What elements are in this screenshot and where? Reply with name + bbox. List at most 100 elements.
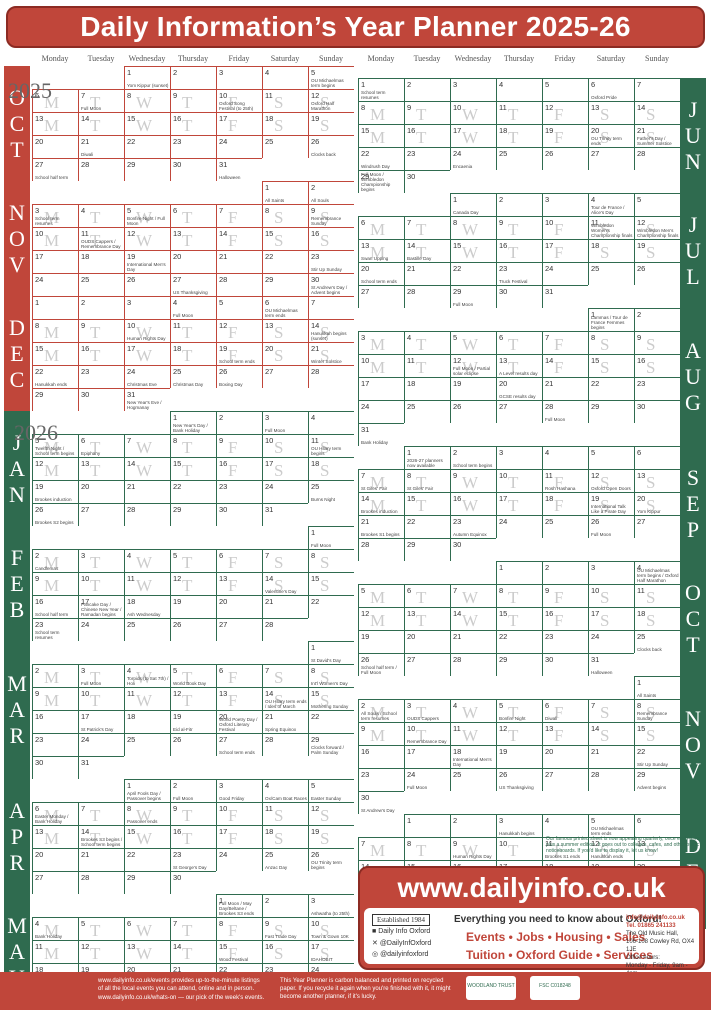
day-cell[interactable]: 13 S [588, 101, 634, 124]
day-cell[interactable]: 6 F Diwali [542, 699, 588, 722]
day-cell[interactable]: 16 T [170, 112, 216, 135]
day-cell[interactable]: 24 Christmas Eve [124, 365, 170, 388]
day-cell[interactable]: 15 S [634, 722, 680, 745]
day-cell[interactable]: 28 [308, 365, 354, 388]
day-cell[interactable]: 13 F [542, 722, 588, 745]
day-cell[interactable]: 18 T [496, 124, 542, 147]
day-cell[interactable]: 5 Easter Sunday [308, 779, 354, 802]
day-cell[interactable]: 13 M [32, 112, 78, 135]
day-cell[interactable]: 2 [216, 411, 262, 434]
day-cell[interactable]: 26 [170, 733, 216, 756]
day-cell[interactable]: 4 W Torpids (to Sat 7th) / Holi [124, 664, 170, 687]
day-cell[interactable]: 31 [262, 503, 308, 526]
day-cell[interactable]: 25 [588, 262, 634, 285]
day-cell[interactable]: 4 Full Moon [170, 296, 216, 319]
day-cell[interactable]: 21 [588, 745, 634, 768]
day-cell[interactable]: 21 S Winter Solstice [308, 342, 354, 365]
day-cell[interactable]: 1 St David's Day [308, 641, 354, 664]
day-cell[interactable]: 22 [308, 595, 354, 618]
day-cell[interactable]: 3 [496, 446, 542, 469]
day-cell[interactable]: 4 [542, 814, 588, 837]
day-cell[interactable]: 13 S [262, 319, 308, 342]
day-cell[interactable]: 1 Yom Kippur (sunset) [124, 66, 170, 89]
day-cell[interactable]: 4 [542, 446, 588, 469]
day-cell[interactable]: 12 S Oxford Half Marathon [308, 89, 354, 112]
day-cell[interactable]: 26 [634, 262, 680, 285]
day-cell[interactable]: 30 [170, 158, 216, 181]
day-cell[interactable]: 28 [216, 273, 262, 296]
day-cell[interactable]: 11 T [404, 354, 450, 377]
day-cell[interactable]: 5 OU Michaelmas term ends [588, 814, 634, 837]
day-cell[interactable]: 14 T [170, 940, 216, 963]
day-cell[interactable]: 23 St George's Day [170, 848, 216, 871]
day-cell[interactable]: 27 US Thanksgiving [170, 273, 216, 296]
day-cell[interactable]: 27 [496, 400, 542, 423]
day-cell[interactable]: 24 [216, 135, 262, 158]
day-cell[interactable]: 20 [32, 848, 78, 871]
day-cell[interactable]: 12 S Oxford Open Doors [588, 469, 634, 492]
day-cell[interactable]: 3 T Full Moon [78, 664, 124, 687]
day-cell[interactable]: 23 Autumn Equinox [450, 515, 496, 538]
day-cell[interactable]: 29 [170, 503, 216, 526]
day-cell[interactable]: 19 S International Talk Like a Pirate Day [588, 492, 634, 515]
day-cell[interactable]: 24 [496, 515, 542, 538]
day-cell[interactable]: 11 T [170, 319, 216, 342]
day-cell[interactable]: 15 W [124, 825, 170, 848]
day-cell[interactable]: 12 M [32, 457, 78, 480]
day-cell[interactable]: 16 [32, 710, 78, 733]
day-cell[interactable]: 17 [358, 377, 404, 400]
ad-email[interactable]: info@dailyinfo.co.uk [626, 915, 685, 921]
day-cell[interactable]: 21 [542, 377, 588, 400]
day-cell[interactable]: 14 T [78, 112, 124, 135]
day-cell[interactable]: 15 S Mothering Sunday [308, 687, 354, 710]
day-cell[interactable]: 25 [124, 618, 170, 641]
day-cell[interactable]: 15 W [450, 239, 496, 262]
day-cell[interactable]: 12 S Hanukkah ends [588, 837, 634, 860]
day-cell[interactable]: 2 [404, 78, 450, 101]
day-cell[interactable]: 30 St Andrew's Day / Advent begins [308, 273, 354, 296]
day-cell[interactable]: 10 F Oxford Song Festival (to 25th) [216, 89, 262, 112]
day-cell[interactable]: 21 [262, 595, 308, 618]
day-cell[interactable]: 7 [308, 296, 354, 319]
day-cell[interactable]: 17 St Patrick's Day [78, 710, 124, 733]
day-cell[interactable]: 21 Diwali [78, 135, 124, 158]
day-cell[interactable]: 10 F [216, 802, 262, 825]
day-cell[interactable]: 17 [32, 250, 78, 273]
day-cell[interactable]: 4 OU Michaelmas term begins / Oxford Half… [634, 561, 680, 584]
day-cell[interactable]: 16 T [170, 825, 216, 848]
day-cell[interactable]: 2 [450, 814, 496, 837]
day-cell[interactable]: 10 S [262, 434, 308, 457]
day-cell[interactable]: 23 [32, 733, 78, 756]
day-cell[interactable]: 18 S [262, 825, 308, 848]
day-cell[interactable]: 11 T OUDS Cappers / Remembrance Day [78, 227, 124, 250]
day-cell[interactable]: 22 [124, 848, 170, 871]
day-cell[interactable]: 27 [216, 618, 262, 641]
day-cell[interactable]: 14 W [124, 457, 170, 480]
day-cell[interactable]: 26 [124, 273, 170, 296]
day-cell[interactable]: 15 M [32, 342, 78, 365]
day-cell[interactable]: 1 [32, 296, 78, 319]
day-cell[interactable]: 9 S Remembrance Sunday [308, 204, 354, 227]
day-cell[interactable]: 22 [588, 377, 634, 400]
day-cell[interactable]: 22 Stir Up Sunday [634, 745, 680, 768]
day-cell[interactable]: 11 S [262, 802, 308, 825]
day-cell[interactable]: 14 T Bastille Day [404, 239, 450, 262]
day-cell[interactable]: 20 [404, 630, 450, 653]
day-cell[interactable]: 29 [32, 388, 78, 411]
day-cell[interactable]: 26 Clocks back [308, 135, 354, 158]
day-cell[interactable]: 23 Truck Festival [496, 262, 542, 285]
